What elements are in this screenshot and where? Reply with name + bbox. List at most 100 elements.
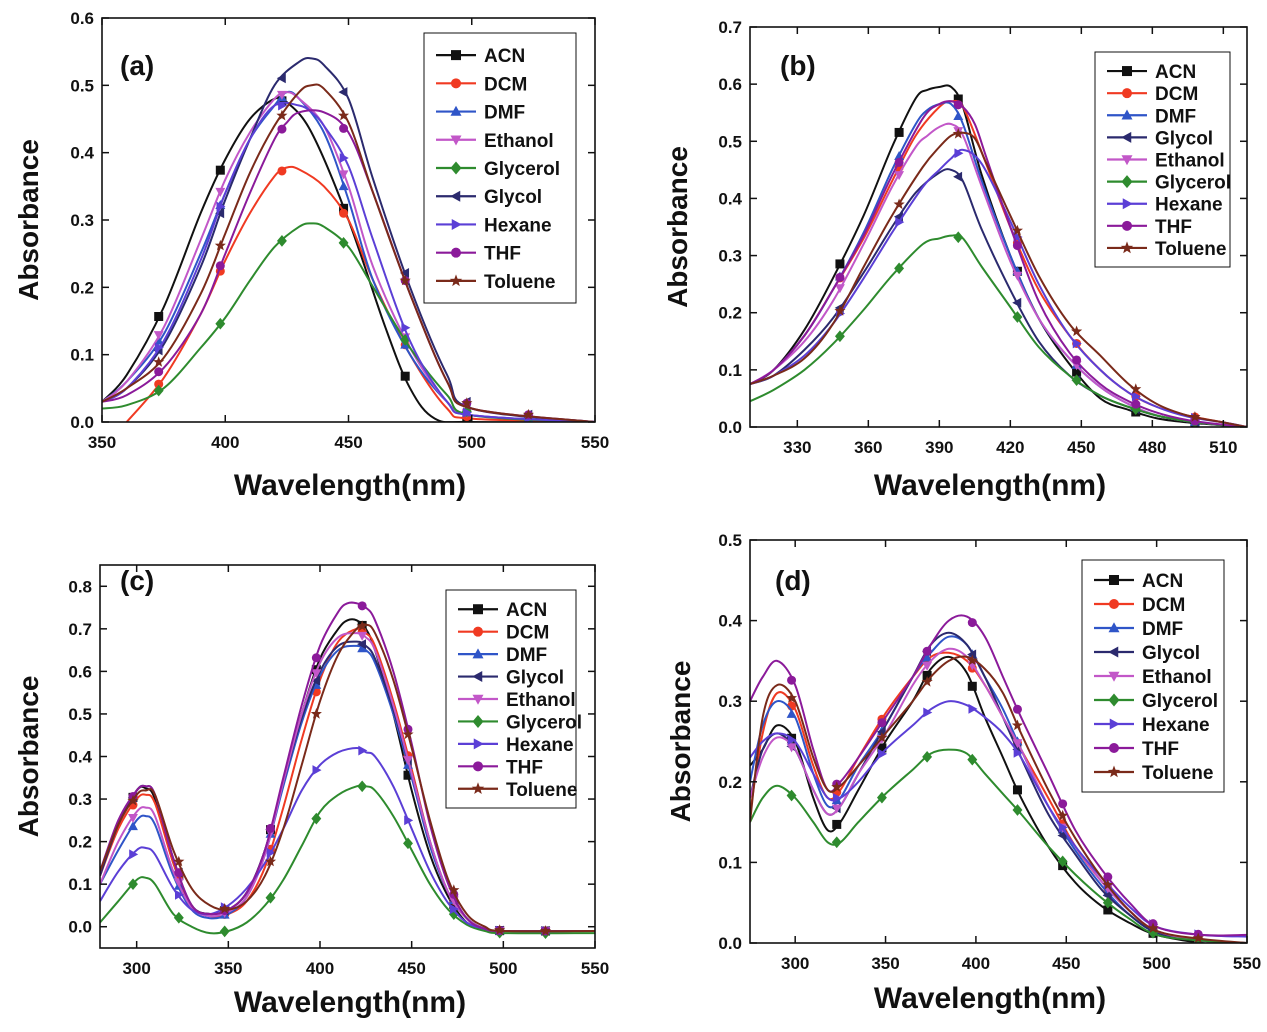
data-point-toluene	[276, 109, 288, 121]
data-point-thf	[1072, 355, 1082, 365]
y-tick-label: 0.6	[718, 75, 742, 94]
data-point-acn	[154, 312, 164, 322]
data-point-dcm	[277, 166, 287, 176]
data-point-ethanol	[311, 669, 322, 679]
data-point-glycerol	[1012, 804, 1023, 816]
data-point-thf	[1131, 399, 1141, 409]
x-tick-label: 330	[783, 438, 811, 457]
legend-entry-hexane: Hexane	[1155, 195, 1223, 216]
legend-marker-dmf	[1108, 622, 1120, 633]
data-point-toluene	[921, 676, 933, 687]
x-tick-label: 450	[397, 959, 425, 978]
data-point-dmf	[128, 821, 138, 831]
y-tick-label: 0.2	[718, 773, 742, 792]
data-point-toluene	[786, 692, 798, 703]
data-point-thf	[787, 675, 797, 685]
y-tick-label: 0.5	[68, 705, 92, 724]
y-tick-label: 0.8	[68, 577, 92, 596]
data-point-glycol	[311, 675, 321, 686]
legend-marker-toluene	[1120, 241, 1134, 254]
data-point-ethanol	[786, 743, 797, 753]
data-point-toluene	[831, 781, 843, 792]
legend-entry-hexane: Hexane	[484, 215, 552, 236]
y-tick-label: 0.3	[718, 692, 742, 711]
chart-panel-3: 300 350 400 450 500 550 0.0 0.1 0.2 0.3 0.4 0.5 0.6 0…	[13, 564, 609, 1019]
data-point-thf	[1012, 704, 1022, 714]
data-point-glycol	[215, 208, 225, 219]
chart-panel-1: 350 400 450 500 550 0.0 0.1 0.2 0.3 0.4 0.5 0.6 Wave…	[13, 9, 609, 502]
data-point-toluene	[356, 620, 368, 631]
x-tick-label: 300	[122, 959, 150, 978]
data-point-toluene	[893, 198, 905, 210]
data-point-toluene	[494, 924, 506, 935]
data-point-glycerol	[311, 812, 322, 825]
series-line-toluene	[100, 623, 595, 933]
data-point-hexane	[923, 707, 933, 718]
y-axis-label: Absorbance	[662, 146, 693, 308]
legend-entry-glycol: Glycol	[1142, 643, 1200, 664]
legend-entry-ethanol: Ethanol	[484, 131, 554, 152]
data-point-glycerol	[834, 330, 845, 343]
data-point-thf	[894, 157, 904, 167]
data-point-toluene	[952, 128, 964, 139]
legend-entry-hexane: Hexane	[506, 735, 574, 756]
series-group	[750, 84, 1247, 427]
y-tick-label: 0.3	[68, 790, 92, 809]
legend: ACN DCM DMF Glycol Ethanol Glycerol Hexane THF T…	[1081, 559, 1225, 793]
x-tick-label: 550	[581, 433, 609, 452]
x-tick-label: 400	[306, 959, 334, 978]
data-point-acn	[400, 371, 410, 381]
chart-panel-2: 330 360 390 420 450 480 510 0.0 0.1 0.2 0.3 0.4 0.5 0…	[662, 18, 1248, 502]
data-point-glycol	[400, 268, 410, 278]
data-point-glycol	[967, 649, 977, 660]
legend-entry-dcm: DCM	[506, 623, 549, 644]
data-point-glycerol	[153, 384, 164, 397]
legend-entry-acn: ACN	[1142, 571, 1183, 592]
panel-label: (d)	[775, 565, 811, 596]
legend-marker-dmf	[450, 105, 462, 116]
plot-frame	[749, 26, 1248, 428]
data-point-hexane	[895, 217, 905, 228]
data-point-glycerol	[786, 789, 797, 802]
data-point-glycerol	[953, 231, 964, 244]
legend-marker-glycol	[1121, 131, 1132, 143]
legend-marker-glycol	[472, 671, 483, 683]
data-point-thf	[266, 823, 275, 833]
legend-marker-ethanol	[1121, 155, 1133, 166]
data-point-toluene	[399, 274, 411, 286]
legend-entry-acn: ACN	[1155, 62, 1196, 83]
data-point-acn	[215, 165, 225, 175]
x-tick-label: 400	[962, 954, 990, 973]
x-tick-label: 480	[1138, 438, 1166, 457]
data-point-acn	[894, 127, 904, 137]
legend-entry-toluene: Toluene	[1155, 239, 1226, 260]
data-point-hexane	[339, 153, 349, 164]
data-point-hexane	[175, 889, 185, 900]
legend: ACN DCM DMF Ethanol Glycerol Glycol Hexane THF T…	[423, 32, 577, 304]
data-point-ethanol	[215, 187, 226, 197]
data-point-glycerol	[173, 911, 184, 924]
data-point-ethanol	[894, 171, 905, 181]
data-point-dcm	[154, 379, 164, 389]
data-point-toluene	[338, 109, 350, 121]
data-point-hexane	[462, 407, 472, 418]
y-tick-label: 0.4	[718, 189, 742, 208]
data-point-hexane	[401, 322, 411, 333]
legend-entry-dcm: DCM	[484, 74, 527, 95]
data-point-hexane	[312, 765, 322, 776]
data-point-toluene	[214, 239, 226, 251]
data-point-toluene	[461, 397, 473, 408]
data-point-thf	[967, 618, 977, 628]
panel-label: (c)	[120, 565, 154, 596]
data-point-thf	[154, 367, 164, 377]
y-tick-label: 0.5	[718, 531, 742, 550]
data-point-acn	[1103, 905, 1113, 915]
x-tick-label: 420	[996, 438, 1024, 457]
data-point-glycol	[953, 171, 963, 182]
data-point-thf	[1058, 799, 1068, 809]
legend-marker-ethanol	[1108, 671, 1120, 682]
data-point-dmf	[786, 708, 797, 718]
legend-entry-dmf: DMF	[484, 103, 525, 124]
legend-marker-hexane	[473, 738, 484, 750]
